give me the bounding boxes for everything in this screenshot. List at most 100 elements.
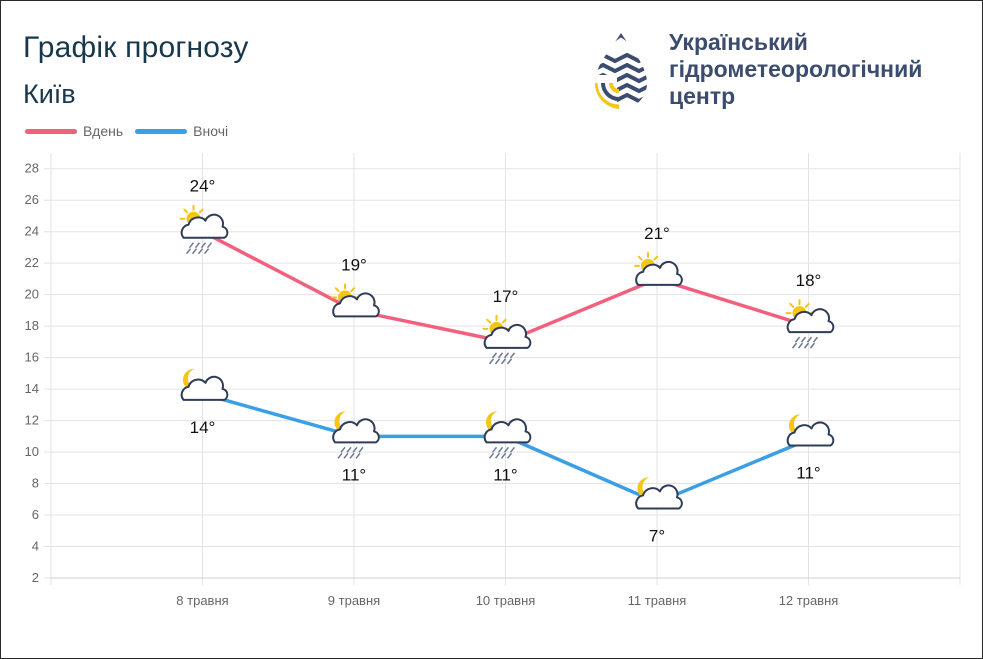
y-tick-label: 12 — [25, 413, 39, 428]
y-tick-label: 2 — [32, 570, 39, 585]
moon-cloud-rain-icon — [483, 411, 532, 459]
rain-drop — [488, 452, 495, 459]
rain-drop — [494, 452, 501, 459]
moon-cloud-icon — [180, 368, 229, 401]
hydromet-center-logo — [595, 33, 647, 109]
y-tick-label: 16 — [25, 350, 39, 365]
rain-drop — [346, 446, 352, 453]
rain-drop — [491, 352, 498, 359]
x-tick-label: 11 травня — [628, 593, 687, 608]
rain-drop — [203, 248, 210, 255]
x-tick-label: 10 травня — [476, 593, 536, 608]
day-temp-label: 24° — [190, 177, 216, 196]
rain-drop — [358, 446, 364, 453]
y-tick-label: 20 — [25, 287, 39, 302]
sun-cloud-rain-icon — [785, 299, 835, 349]
moon-cloud-rain-icon — [332, 411, 380, 459]
legend-swatch-day — [25, 128, 77, 134]
rain-drop — [194, 242, 201, 249]
y-tick-label: 26 — [25, 192, 39, 207]
organization-name: Український гідрометеорологічний центр — [669, 29, 922, 110]
y-tick-label: 28 — [25, 161, 39, 176]
y-tick-label: 18 — [25, 318, 39, 333]
org-line-1: Український — [669, 29, 808, 55]
night-temp-label: 11° — [342, 465, 366, 484]
rain-drop — [503, 446, 510, 453]
x-tick-label: 12 травня — [779, 593, 839, 608]
rain-drop — [500, 358, 507, 365]
rain-drop — [494, 358, 501, 365]
rain-drop — [506, 358, 513, 365]
cloud-shape — [332, 292, 380, 318]
rain-drop — [794, 336, 801, 343]
night-temp-label: 11° — [796, 463, 820, 482]
rain-drop — [506, 452, 513, 459]
legend-item-night[interactable]: Вночі — [135, 123, 228, 139]
y-tick-label: 22 — [25, 255, 39, 270]
legend-label-night: Вночі — [193, 123, 229, 139]
rain-drop — [206, 242, 213, 249]
legend-item-day[interactable]: Вдень — [25, 123, 123, 139]
rain-drop — [803, 342, 810, 349]
x-tick-label: 8 травня — [176, 593, 228, 608]
day-temp-label: 17° — [493, 287, 519, 306]
cloud-shape — [180, 213, 229, 239]
rain-drop — [806, 336, 813, 343]
rain-drop — [337, 452, 343, 459]
moon-cloud-icon — [786, 414, 835, 447]
city-name: Київ — [23, 79, 76, 109]
sun-ray — [637, 255, 643, 261]
cloud-shape — [180, 375, 229, 401]
sun-ray — [653, 255, 659, 261]
sun-ray — [486, 318, 492, 324]
day-temp-label: 19° — [341, 255, 367, 274]
moon-crescent — [182, 368, 202, 391]
rain-drop — [197, 248, 204, 255]
sun-ray — [501, 318, 507, 324]
page-title: Графік прогнозу — [23, 31, 249, 64]
day-temp-label: 18° — [796, 271, 822, 290]
legend-swatch-night — [135, 128, 188, 134]
sun-cloud-icon — [634, 251, 683, 286]
sun-ray — [198, 208, 204, 214]
rain-drop — [797, 342, 804, 349]
rain-drop — [497, 446, 504, 453]
rain-drop — [809, 342, 816, 349]
y-tick-label: 4 — [32, 539, 39, 554]
rain-drop — [503, 352, 510, 359]
rain-drop — [191, 248, 198, 255]
cloud-shape — [332, 418, 380, 444]
rain-drop — [352, 446, 358, 453]
y-tick-label: 6 — [32, 507, 39, 522]
cloud-shape — [483, 418, 532, 444]
rain-drop — [509, 446, 516, 453]
legend-label-day: Вдень — [83, 123, 124, 139]
rain-drop — [488, 358, 495, 365]
moon-crescent — [788, 414, 808, 437]
moon-cloud-icon — [635, 477, 683, 510]
sun-cloud-rain-icon — [482, 314, 532, 365]
sun-ray — [334, 287, 340, 293]
rain-drop — [791, 342, 798, 349]
sun-ray — [804, 302, 810, 308]
rain-drop — [188, 242, 195, 249]
rain-drop — [185, 248, 192, 255]
moon-crescent — [485, 411, 505, 434]
cloud-shape — [635, 484, 683, 510]
sun-cloud-rain-icon — [179, 204, 229, 255]
rain-drop — [509, 352, 516, 359]
night-temp-label: 7° — [649, 526, 665, 545]
y-tick-label: 10 — [25, 444, 39, 459]
y-tick-label: 8 — [32, 476, 39, 491]
cloud-shape — [786, 421, 835, 447]
sun-ray — [789, 302, 795, 308]
x-tick-label: 9 травня — [328, 593, 380, 608]
night-temp-label: 14° — [190, 418, 216, 437]
sun-ray — [350, 287, 356, 293]
rain-drop — [812, 336, 819, 343]
rain-drop — [491, 446, 498, 453]
sun-cloud-icon — [331, 283, 380, 318]
rain-drop — [500, 452, 507, 459]
cloud-shape — [483, 323, 532, 349]
